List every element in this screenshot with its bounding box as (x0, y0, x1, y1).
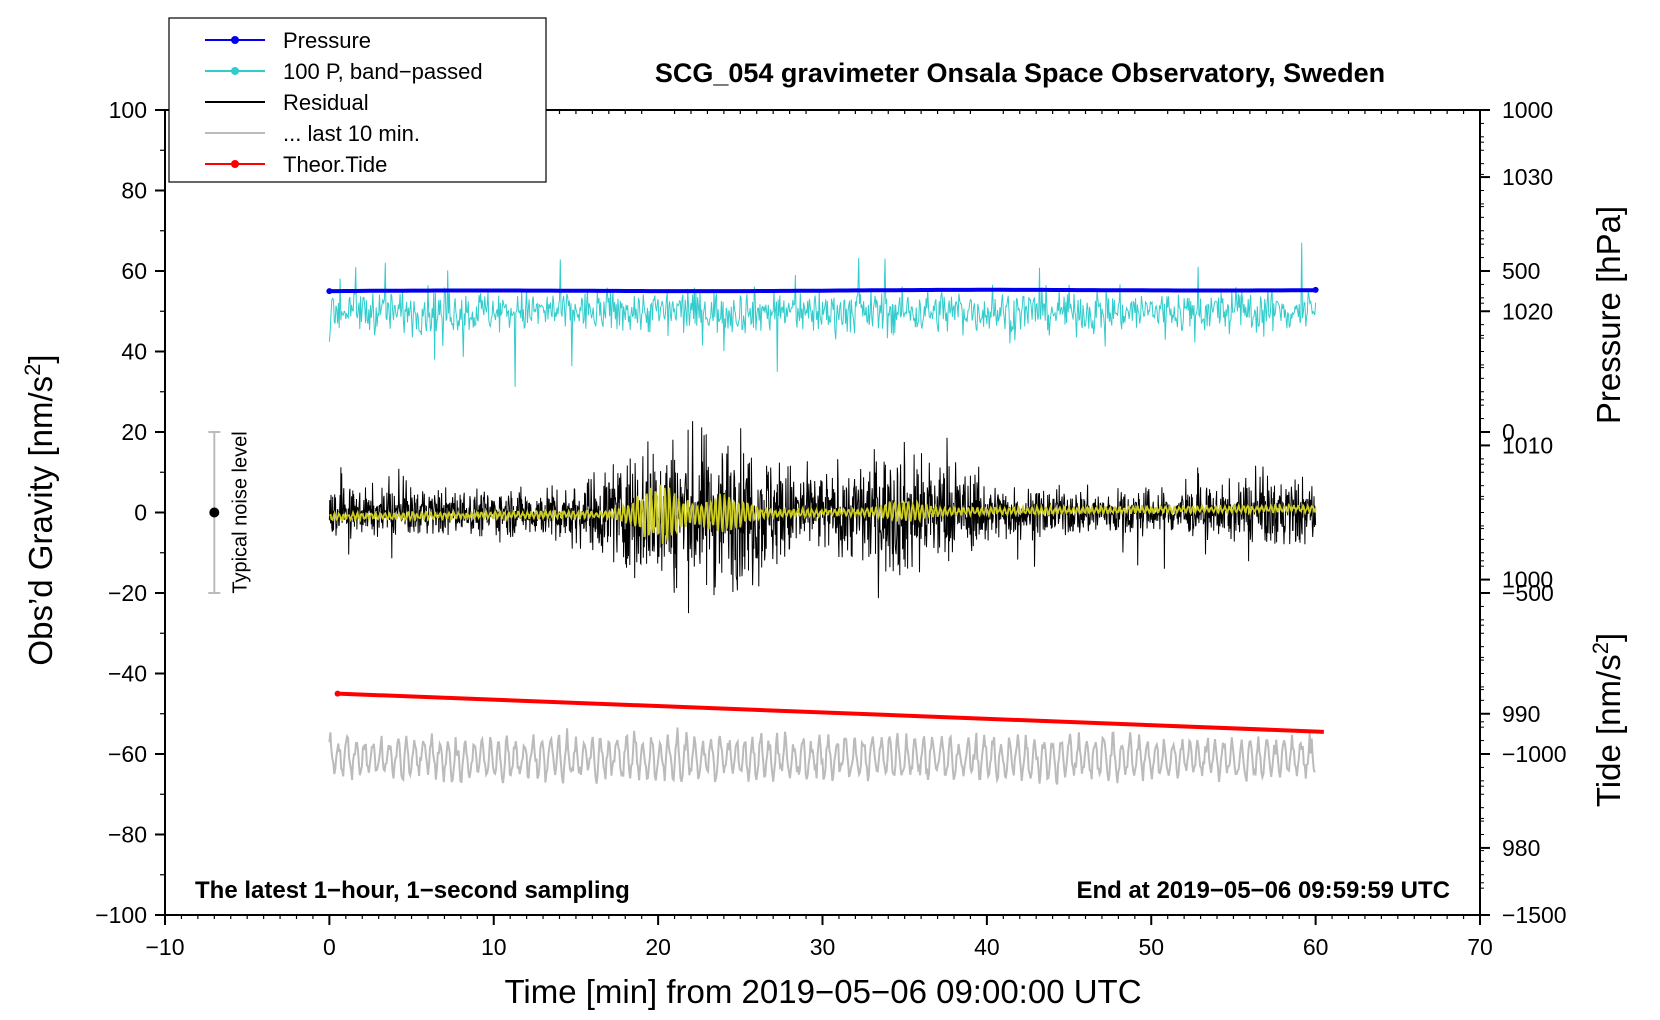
x-tick-label: 60 (1303, 934, 1329, 960)
pressure-tick-label: 1000 (1502, 567, 1553, 593)
legend-marker (231, 36, 239, 44)
pressure-axis-ticks: 980 990 1000 1010 1020 1030 (1480, 109, 1553, 889)
tide-tick-label: −500 (1502, 580, 1554, 606)
y-axis-title-left-close: ] (22, 354, 59, 363)
y-tick-label: −80 (108, 822, 147, 848)
y-tick-label: 100 (109, 97, 147, 123)
series-band-passed-pressure (328, 242, 1317, 387)
pressure-tick-label: 980 (1502, 835, 1540, 861)
series-theor-tide-start-point (334, 690, 341, 697)
legend-label: Theor.Tide (283, 152, 387, 177)
y-tick-label: 60 (121, 258, 147, 284)
y-tick-label: 0 (134, 500, 147, 526)
legend: Pressure 100 P, band−passed Residual ... la… (168, 17, 547, 183)
y-tick-label: 80 (121, 178, 147, 204)
chart-title: SCG_054 gravimeter Onsala Space Observat… (655, 58, 1385, 88)
pressure-axis-title: Pressure [hPa] (1590, 206, 1627, 424)
x-tick-label: 0 (323, 934, 336, 960)
annotation-end-time: End at 2019−05−06 09:59:59 UTC (1076, 877, 1450, 904)
x-tick-label: 40 (974, 934, 1000, 960)
tide-axis-title-sup: 2 (1588, 642, 1613, 654)
legend-marker (231, 67, 239, 75)
series-residual (328, 421, 1317, 614)
y-tick-label: −40 (108, 661, 147, 687)
x-tick-label: 50 (1138, 934, 1164, 960)
tide-tick-label: 1000 (1502, 97, 1553, 123)
tide-tick-label: −1000 (1502, 741, 1567, 767)
series-theor-tide (337, 691, 1324, 734)
y-tick-label: −60 (108, 741, 147, 767)
legend-label: ... last 10 min. (283, 121, 420, 146)
series-residual-smoothed (329, 484, 1317, 544)
x-axis-ticks: −10 0 10 20 30 40 50 60 70 (145, 110, 1493, 960)
series-last-10-min (328, 727, 1316, 785)
annotation-sampling: The latest 1−hour, 1−second sampling (195, 877, 630, 904)
tide-tick-label: −1500 (1502, 902, 1567, 928)
series-pressure (329, 287, 1316, 294)
x-tick-label: 30 (810, 934, 836, 960)
pressure-tick-label: 990 (1502, 701, 1540, 727)
noise-level-indicator: Typical noise level (208, 431, 251, 594)
y-tick-label: −100 (95, 902, 147, 928)
y-tick-label: 40 (121, 339, 147, 365)
legend-label: Residual (283, 90, 369, 115)
pressure-tick-label: 1030 (1502, 164, 1553, 190)
x-tick-label: 10 (481, 934, 507, 960)
x-tick-label: −10 (145, 934, 184, 960)
noise-label: Typical noise level (229, 431, 251, 593)
y-tick-label: 20 (121, 419, 147, 445)
legend-marker (231, 160, 239, 168)
pressure-tick-label: 1010 (1502, 432, 1553, 458)
series-pressure-end-point (1312, 286, 1319, 293)
pressure-tick-label: 1020 (1502, 298, 1553, 324)
tide-axis-title: Tide [nm/s2] (1588, 633, 1627, 807)
noise-center-dot (209, 507, 220, 518)
tide-axis-ticks: −1500 −1000 −500 0 500 1000 (1480, 97, 1567, 928)
tide-tick-label: 0 (1502, 419, 1515, 445)
x-tick-label: 20 (645, 934, 671, 960)
legend-label: 100 P, band−passed (283, 59, 483, 84)
x-axis-title: Time [min] from 2019−05−06 09:00:00 UTC (504, 973, 1141, 1010)
legend-label: Pressure (283, 28, 371, 53)
tide-axis-title-close: ] (1590, 633, 1627, 642)
series-layer (326, 242, 1324, 785)
x-tick-label: 70 (1467, 934, 1493, 960)
series-pressure-start-point (326, 288, 333, 295)
legend-box (168, 17, 547, 183)
y-tick-label: −20 (108, 580, 147, 606)
y-axis-ticks: −100 −80 −60 −40 −20 0 20 40 60 80 100 (95, 97, 165, 928)
y-axis-title-left: Obs’d Gravity [nm/s2] (20, 354, 59, 665)
tide-tick-label: 500 (1502, 258, 1540, 284)
y-axis-title-left-sup: 2 (20, 364, 45, 376)
